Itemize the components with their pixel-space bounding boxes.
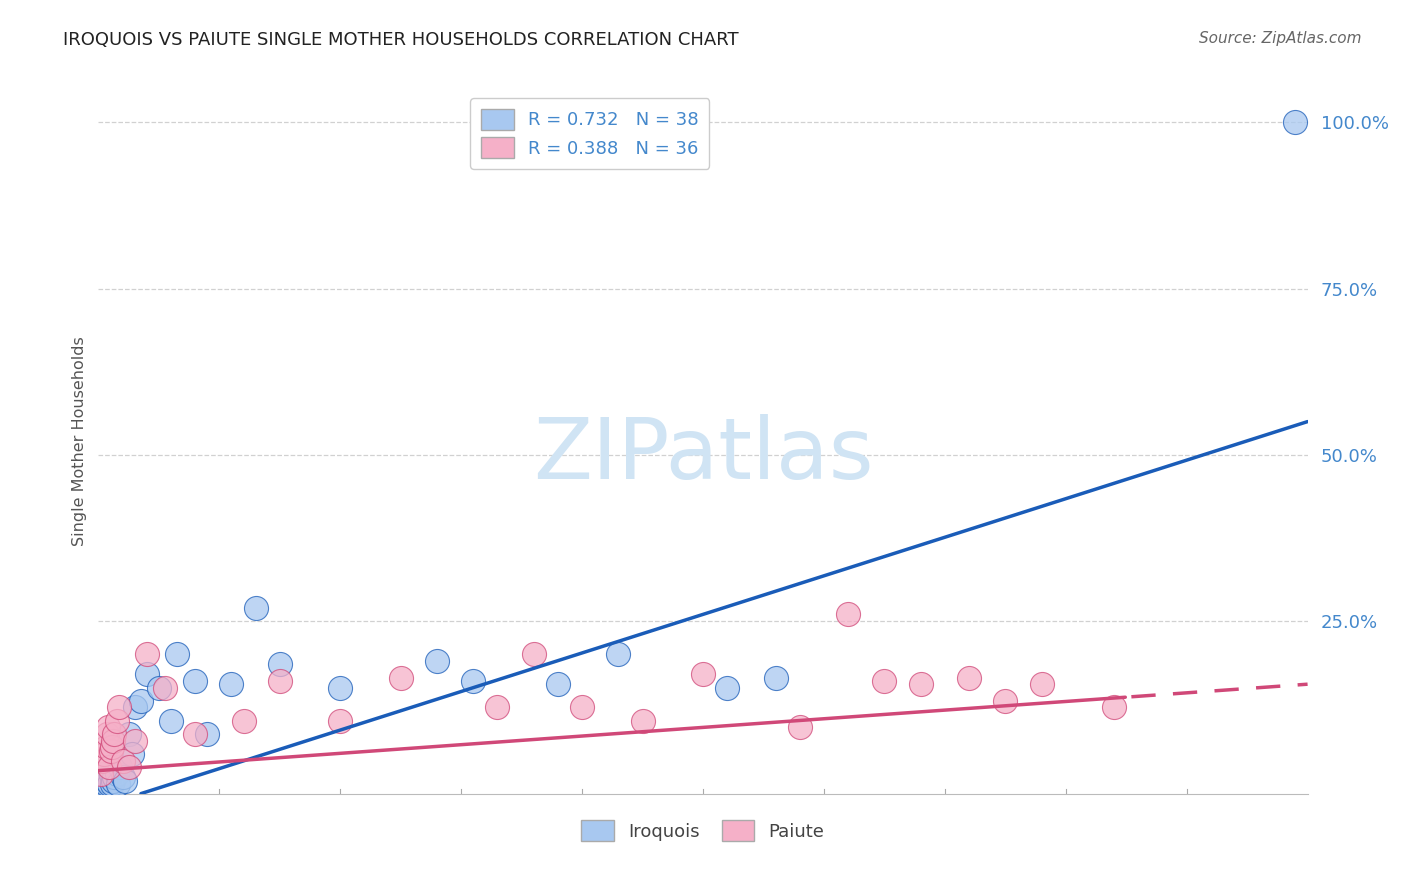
Y-axis label: Single Mother Households: Single Mother Households — [72, 336, 87, 547]
Point — [90, 767, 112, 781]
Point — [90, 777, 112, 791]
Point — [93, 767, 115, 781]
Point — [716, 681, 738, 695]
Point — [105, 714, 128, 728]
Point — [111, 754, 134, 768]
Point — [994, 694, 1017, 708]
Legend: Iroquois, Paiute: Iroquois, Paiute — [574, 813, 832, 848]
Point — [166, 647, 188, 661]
Point — [118, 760, 141, 774]
Point — [135, 667, 157, 681]
Point — [101, 773, 124, 788]
Point — [837, 607, 859, 622]
Point — [103, 770, 125, 784]
Point — [101, 733, 124, 747]
Point — [100, 740, 122, 755]
Point — [148, 681, 170, 695]
Point — [100, 767, 122, 781]
Point — [607, 647, 630, 661]
Point — [873, 673, 896, 688]
Point — [389, 671, 412, 685]
Point — [692, 667, 714, 681]
Point — [129, 694, 152, 708]
Point — [195, 727, 218, 741]
Point — [910, 677, 932, 691]
Point — [329, 714, 352, 728]
Point — [121, 747, 143, 761]
Point — [245, 600, 267, 615]
Point — [114, 773, 136, 788]
Point — [135, 647, 157, 661]
Point — [96, 773, 118, 788]
Point — [463, 673, 485, 688]
Point — [105, 767, 128, 781]
Point — [118, 727, 141, 741]
Point — [486, 700, 509, 714]
Point — [232, 714, 254, 728]
Point — [426, 654, 449, 668]
Point — [789, 720, 811, 734]
Point — [1284, 115, 1306, 129]
Point — [124, 700, 146, 714]
Point — [124, 733, 146, 747]
Point — [91, 754, 114, 768]
Point — [108, 760, 131, 774]
Point — [221, 677, 243, 691]
Point — [107, 777, 129, 791]
Point — [269, 673, 291, 688]
Point — [631, 714, 654, 728]
Point — [93, 747, 115, 761]
Point — [184, 673, 207, 688]
Point — [523, 647, 546, 661]
Point — [184, 727, 207, 741]
Point — [94, 777, 117, 791]
Point — [547, 677, 569, 691]
Point — [98, 777, 121, 791]
Point — [96, 727, 118, 741]
Text: IROQUOIS VS PAIUTE SINGLE MOTHER HOUSEHOLDS CORRELATION CHART: IROQUOIS VS PAIUTE SINGLE MOTHER HOUSEHO… — [63, 31, 740, 49]
Point — [329, 681, 352, 695]
Point — [957, 671, 980, 685]
Point — [103, 727, 125, 741]
Point — [97, 770, 120, 784]
Point — [97, 720, 120, 734]
Point — [91, 777, 114, 791]
Point — [160, 714, 183, 728]
Point — [571, 700, 593, 714]
Point — [100, 777, 122, 791]
Point — [91, 773, 114, 788]
Point — [269, 657, 291, 672]
Text: Source: ZipAtlas.com: Source: ZipAtlas.com — [1198, 31, 1361, 46]
Point — [94, 740, 117, 755]
Point — [111, 770, 134, 784]
Point — [765, 671, 787, 685]
Point — [153, 681, 176, 695]
Point — [98, 760, 121, 774]
Point — [100, 744, 122, 758]
Point — [1031, 677, 1053, 691]
Point — [1102, 700, 1125, 714]
Point — [108, 700, 131, 714]
Text: ZIPatlas: ZIPatlas — [533, 414, 873, 497]
